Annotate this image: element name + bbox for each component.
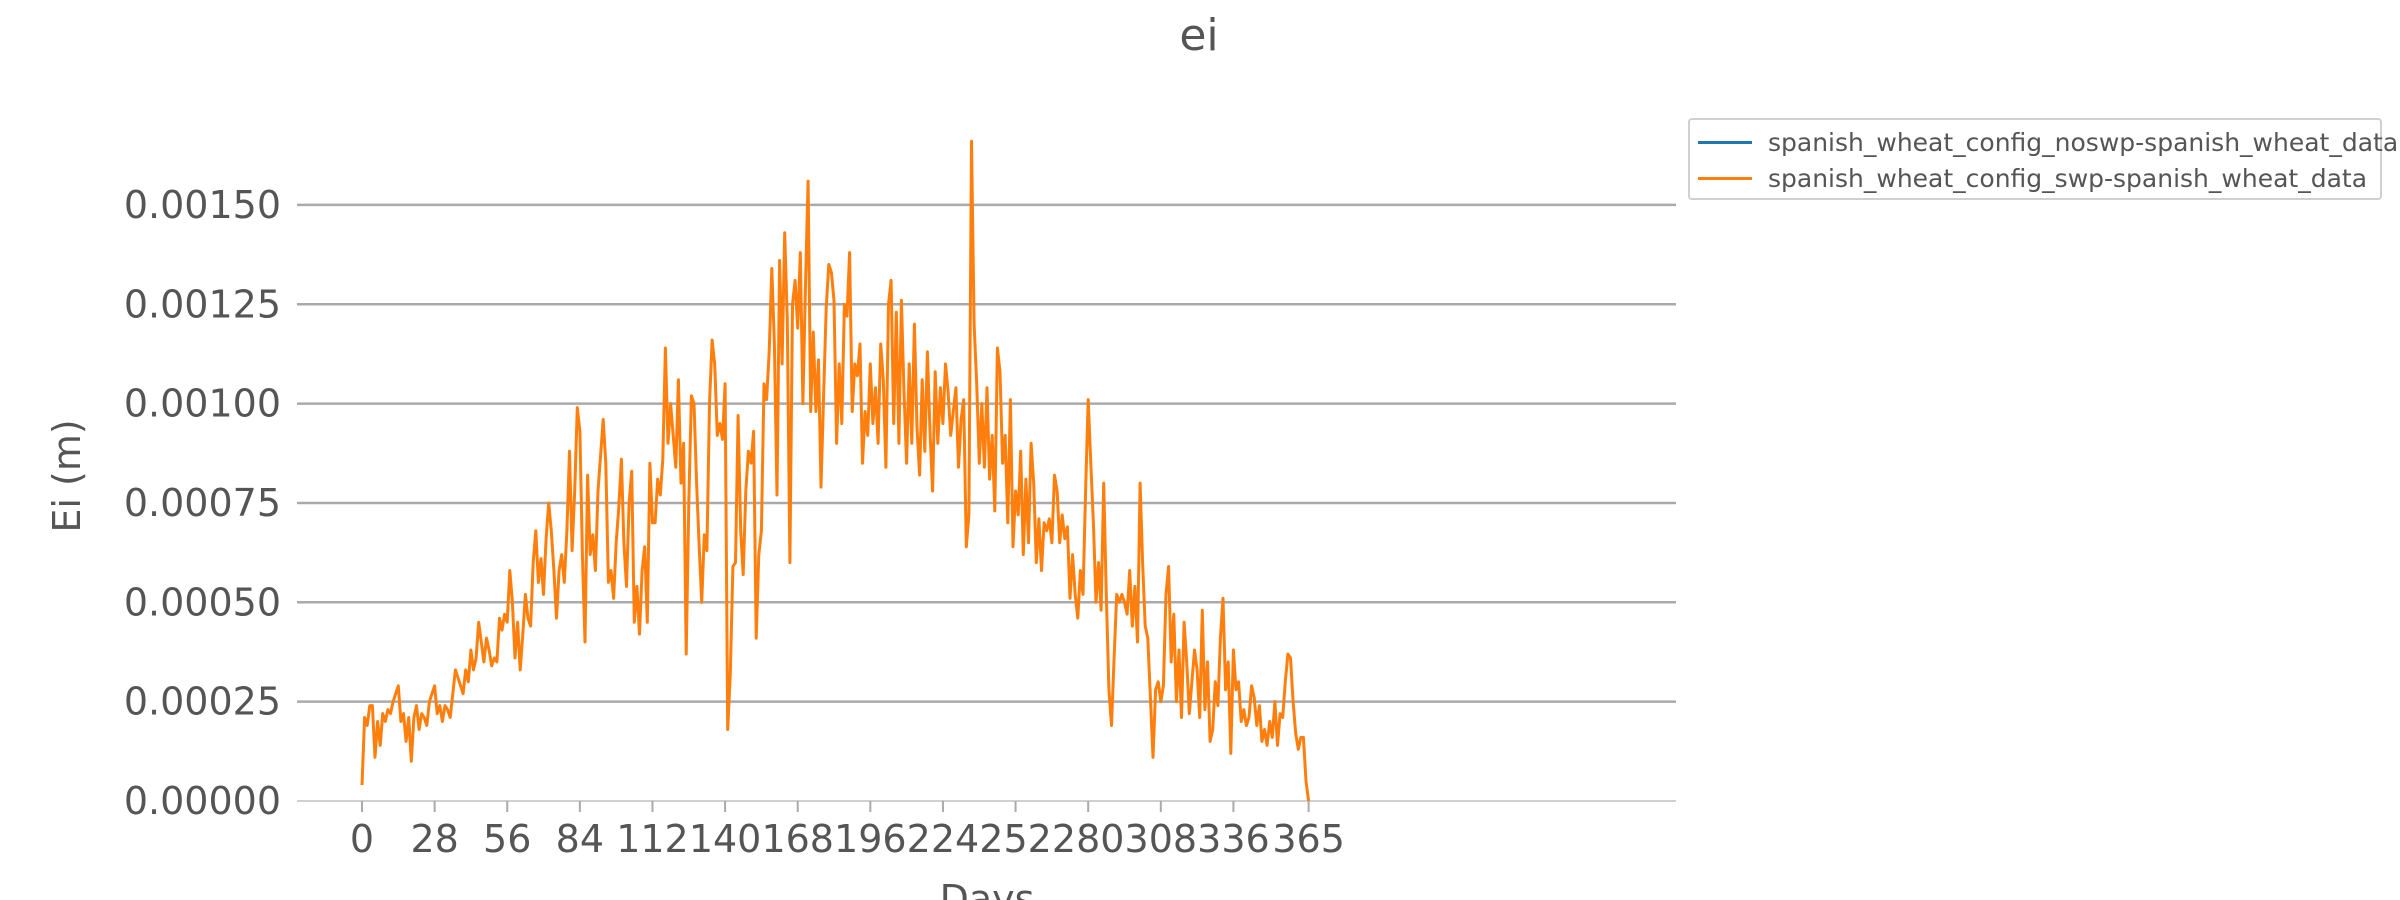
x-axis: 0 28 56 84 112 140 168 196 224 252 280 308 336 365 [350, 801, 1345, 861]
x-tick-label: 56 [483, 817, 531, 861]
x-tick-label: 0 [350, 817, 374, 861]
x-tick-label: 168 [761, 817, 834, 861]
x-tick-label: 252 [979, 817, 1052, 861]
x-tick-label: 140 [689, 817, 762, 861]
legend-swatch-swp [1698, 176, 1752, 180]
series-line-1 [360, 139, 1311, 802]
series-group [360, 139, 1311, 802]
x-tick-label: 308 [1125, 817, 1198, 861]
y-tick-label: 0.00075 [124, 481, 281, 525]
x-axis-label: Days [940, 877, 1035, 900]
x-tick-label: 84 [556, 817, 604, 861]
y-tick-label: 0.00050 [124, 580, 281, 624]
y-tick-label: 0.00025 [124, 680, 281, 724]
x-tick-label: 28 [410, 817, 458, 861]
legend-label-noswp: spanish_wheat_config_noswp-spanish_wheat… [1768, 127, 2399, 157]
x-tick-label: 112 [616, 817, 689, 861]
y-tick-label: 0.00125 [124, 282, 281, 326]
legend-item-noswp: spanish_wheat_config_noswp-spanish_wheat… [1698, 124, 2398, 160]
x-tick-label: 280 [1052, 817, 1125, 861]
x-tick-label: 224 [907, 817, 980, 861]
x-tick-label: 196 [834, 817, 907, 861]
x-tick-label: 365 [1272, 817, 1345, 861]
legend-item-swp: spanish_wheat_config_swp-spanish_wheat_d… [1698, 160, 2367, 196]
x-tick-label: 336 [1197, 817, 1270, 861]
y-tick-label: 0.00000 [124, 779, 281, 823]
legend-label-swp: spanish_wheat_config_swp-spanish_wheat_d… [1768, 163, 2368, 193]
y-axis-label: Ei (m) [45, 419, 89, 532]
legend-swatch-noswp [1698, 140, 1752, 144]
legend: spanish_wheat_config_noswp-spanish_wheat… [1688, 118, 2398, 200]
chart-title: ei [1179, 10, 1218, 61]
y-axis: 0.00000 0.00025 0.00050 0.00075 0.00100 0.001… [124, 183, 281, 823]
y-tick-label: 0.00100 [124, 382, 281, 426]
y-tick-label: 0.00150 [124, 183, 281, 227]
